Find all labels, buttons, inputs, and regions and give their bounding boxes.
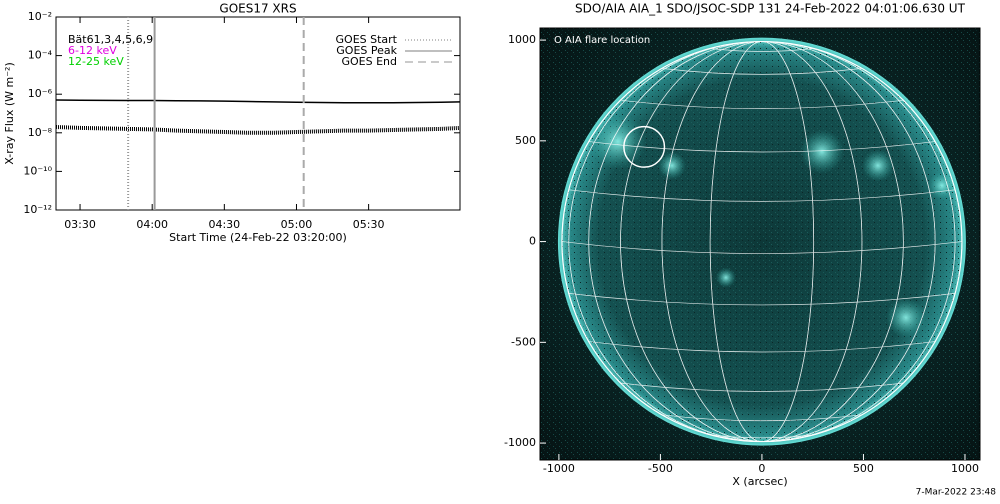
x-tick-label: -1000 bbox=[543, 462, 575, 475]
active-region bbox=[927, 171, 956, 200]
x-tick-label: 05:00 bbox=[281, 218, 313, 231]
y-tick-label: 10⁻¹² bbox=[23, 203, 52, 216]
aia-panel: O AIA flare location SDO/AIA AIA_1 SDO/JS… bbox=[504, 2, 981, 488]
y-tick-label: 1000 bbox=[508, 33, 536, 46]
latitude-line bbox=[568, 292, 956, 306]
latitude-line bbox=[588, 341, 936, 353]
legend-label: GOES End bbox=[341, 55, 397, 68]
x-tick-label: 04:00 bbox=[136, 218, 168, 231]
y-axis-label: X-ray Flux (W m⁻²) bbox=[3, 62, 16, 164]
annotation: 6-12 keV bbox=[68, 44, 117, 57]
limb bbox=[561, 40, 963, 443]
x-tick-label: 0 bbox=[758, 462, 765, 475]
x-tick-label: 500 bbox=[853, 462, 874, 475]
y-tick-label: -500 bbox=[511, 335, 536, 348]
y-tick-label: 0 bbox=[529, 235, 536, 248]
active-region bbox=[885, 297, 926, 338]
latitude-line bbox=[588, 141, 936, 153]
latitude-line bbox=[620, 99, 904, 109]
latitude-line bbox=[620, 382, 904, 392]
data-line bbox=[55, 125, 461, 135]
x-tick-label: 1000 bbox=[951, 462, 979, 475]
latitude-line bbox=[661, 68, 862, 75]
plot-frame bbox=[55, 16, 461, 211]
y-tick-label: 10⁻⁸ bbox=[28, 126, 53, 139]
active-region bbox=[799, 129, 844, 174]
legend-label: GOES Start bbox=[336, 33, 398, 46]
active-region bbox=[589, 113, 646, 170]
x-tick-label: -500 bbox=[648, 462, 673, 475]
latitude-line bbox=[710, 48, 814, 52]
plot-frame bbox=[539, 27, 981, 461]
y-tick-label: 10⁻⁶ bbox=[28, 87, 53, 100]
x-axis-label: Start Time (24-Feb-22 03:20:00) bbox=[169, 231, 347, 244]
annotation: 12-25 keV bbox=[68, 55, 124, 68]
active-region bbox=[715, 267, 736, 288]
y-tick-label: 10⁻¹⁰ bbox=[23, 164, 52, 177]
latitude-line bbox=[661, 414, 862, 422]
flare-marker bbox=[623, 125, 666, 168]
y-tick-label: -1000 bbox=[504, 436, 536, 449]
footer: 7-Mar-2022 23:48 bbox=[916, 488, 997, 498]
disk-noise bbox=[561, 41, 962, 442]
data-line bbox=[55, 99, 461, 104]
annotation: Bät61,3,4,5,6,9 bbox=[68, 33, 153, 46]
goes-panel: GOES17 XRS Start Time (24-Feb-22 03:20:00… bbox=[3, 2, 461, 244]
x-tick-label: 04:30 bbox=[208, 218, 240, 231]
y-tick-label: 500 bbox=[515, 134, 536, 147]
latitude-line bbox=[561, 241, 962, 254]
latitude-line bbox=[568, 189, 956, 202]
active-region bbox=[861, 149, 894, 182]
legend-label: GOES Peak bbox=[336, 44, 397, 57]
active-region bbox=[657, 151, 686, 180]
chart-title: SDO/AIA AIA_1 SDO/JSOC-SDP 131 24-Feb-20… bbox=[575, 2, 966, 16]
x-axis-label: X (arcsec) bbox=[732, 475, 787, 488]
x-tick-label: 05:30 bbox=[353, 218, 385, 231]
chart-title: GOES17 XRS bbox=[219, 2, 296, 16]
y-tick-label: 10⁻⁴ bbox=[28, 49, 53, 62]
x-tick-label: 03:30 bbox=[64, 218, 96, 231]
annotation: O AIA flare location bbox=[554, 35, 650, 46]
y-tick-label: 10⁻² bbox=[28, 10, 52, 23]
